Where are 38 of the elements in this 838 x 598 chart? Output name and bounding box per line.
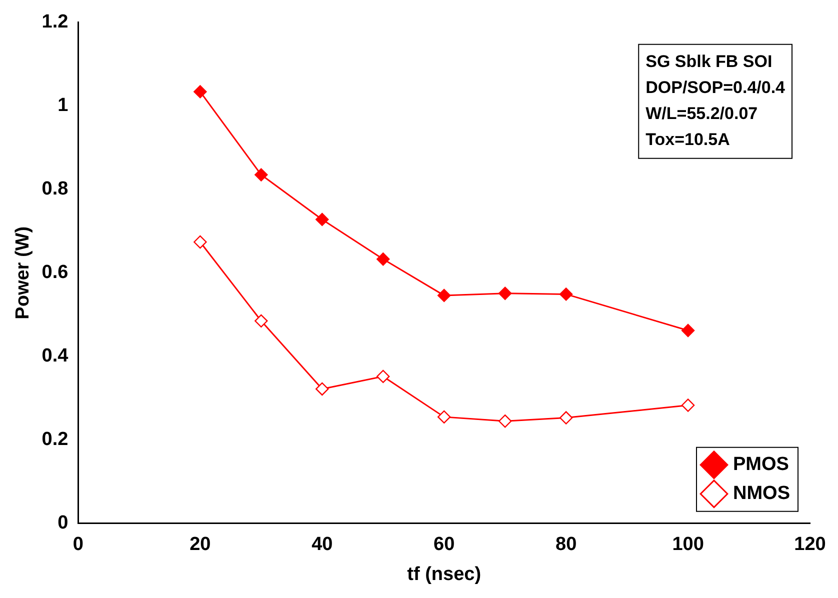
point (254, 168, 268, 182)
point (316, 382, 329, 396)
annotation: W/L=55.2/0.07 (646, 104, 758, 124)
x-tick-label: 120 (794, 534, 826, 556)
y-tick-label: 1 (58, 95, 69, 116)
point (376, 252, 390, 266)
y-tick-label: 0.8 (42, 178, 68, 200)
point (194, 235, 207, 249)
x-tick-label: 60 (434, 534, 455, 556)
legend-label: NMOS (733, 483, 790, 504)
legend-label: PMOS (733, 454, 789, 476)
point (316, 212, 329, 226)
x-tick-label: 100 (672, 534, 704, 556)
x-axis-title: tf (nsec) (407, 564, 482, 585)
point (376, 370, 390, 384)
x-tick-label: 20 (190, 534, 211, 556)
y-tick-label: 0.6 (42, 262, 68, 284)
point (254, 314, 268, 328)
y-axis-title: Power (W) (12, 226, 34, 320)
annotation: Tox=10.5A (646, 130, 730, 150)
point (681, 324, 695, 338)
x-tick-label: 0 (72, 534, 84, 556)
point (438, 288, 451, 302)
point (559, 288, 573, 301)
point (498, 286, 512, 300)
point (498, 414, 512, 428)
y-tick-label: 0 (58, 512, 68, 534)
point (681, 398, 695, 412)
y-tick-label: 0.4 (42, 346, 69, 367)
y-tick-label: 1.2 (42, 12, 68, 33)
point (559, 411, 573, 424)
point (194, 85, 207, 98)
y-tick-label: 0.2 (42, 429, 68, 450)
point (438, 410, 451, 424)
x-tick-label: 40 (312, 534, 333, 556)
annotation: DOP/SOP=0.4/0.4 (646, 78, 786, 98)
x-tick-label: 80 (556, 534, 577, 556)
annotation: SG Sblk FB SOI (646, 52, 772, 72)
